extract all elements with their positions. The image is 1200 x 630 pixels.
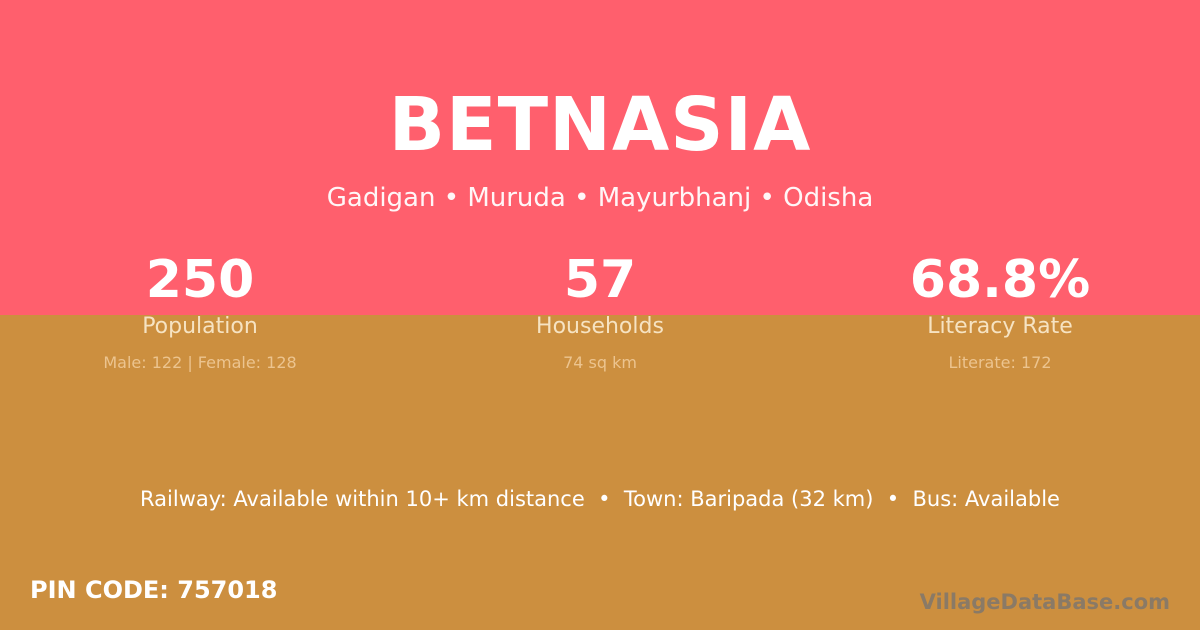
stat-label: Households xyxy=(536,314,664,339)
stat-label: Population xyxy=(142,314,258,339)
transport-info: Railway: Available within 10+ km distanc… xyxy=(140,487,1060,511)
stat-value: 250 xyxy=(145,250,255,310)
stat-detail: Male: 122 | Female: 128 xyxy=(103,353,297,372)
stat-population: 250 Population Male: 122 | Female: 128 xyxy=(0,250,400,372)
village-name: BETNASIA xyxy=(388,82,812,168)
stat-literacy: 68.8% Literacy Rate Literate: 172 xyxy=(800,250,1200,372)
stat-value: 68.8% xyxy=(909,250,1091,310)
stat-label: Literacy Rate xyxy=(927,314,1073,339)
location-breadcrumb: Gadigan • Muruda • Mayurbhanj • Odisha xyxy=(326,183,874,213)
header-band xyxy=(0,0,1200,315)
brand-watermark: VillageDataBase.com xyxy=(919,590,1170,614)
stat-value: 57 xyxy=(563,250,637,310)
pin-code: PIN CODE: 757018 xyxy=(30,576,278,604)
stat-detail: 74 sq km xyxy=(563,353,637,372)
stat-detail: Literate: 172 xyxy=(948,353,1052,372)
stat-households: 57 Households 74 sq km xyxy=(400,250,800,372)
